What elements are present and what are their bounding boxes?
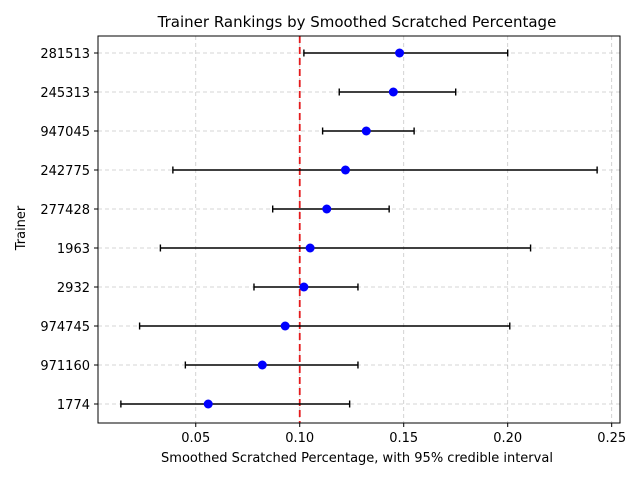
y-tick-label: 1963 (57, 242, 90, 257)
x-tick-label: 0.05 (181, 431, 210, 446)
estimate-point (322, 204, 332, 214)
estimate-point (340, 165, 350, 175)
axis-layer: 0.05 0.10 0.15 0.20 0.25 281513 245313 947045 24… (40, 47, 626, 446)
y-tick-label: 974745 (40, 320, 90, 335)
y-tick-label: 2932 (57, 281, 90, 296)
y-tick-label: 245313 (40, 86, 90, 101)
y-tick-label: 971160 (40, 359, 90, 374)
y-tick-label: 242775 (40, 164, 90, 179)
point-layer (203, 48, 405, 409)
y-tick-label: 277428 (40, 203, 90, 218)
x-tick-label: 0.20 (493, 431, 522, 446)
chart-title: Trainer Rankings by Smoothed Scratched P… (157, 13, 557, 31)
x-tick-label: 0.10 (285, 431, 314, 446)
estimate-point (280, 321, 290, 331)
estimate-point (203, 399, 213, 409)
estimate-point (299, 282, 309, 292)
y-tick-label: 947045 (40, 125, 90, 140)
x-tick-label: 0.15 (389, 431, 418, 446)
y-tick-label: 281513 (40, 47, 90, 62)
y-tick-label: 1774 (57, 398, 90, 413)
plot-frame (97, 35, 621, 424)
estimate-point (388, 87, 398, 97)
estimate-point (395, 48, 405, 58)
estimate-point (361, 126, 371, 136)
x-tick-label: 0.25 (597, 431, 626, 446)
y-axis-title: Trainer (14, 205, 29, 251)
estimate-point (257, 360, 267, 370)
x-axis-title: Smoothed Scratched Percentage, with 95% … (161, 451, 553, 466)
estimate-point (305, 243, 315, 253)
